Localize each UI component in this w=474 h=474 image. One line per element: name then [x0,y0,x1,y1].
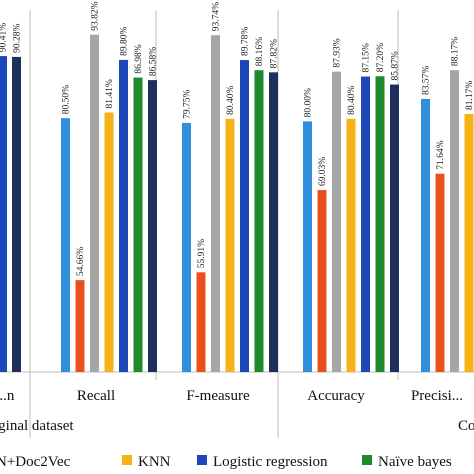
data-labels-layer: 90.41% 90.28% 80.50% 54.66% 93.82% 81.41% 89.8… [0,1,474,276]
bar [435,173,445,372]
data-label: 86.58% [149,47,159,76]
bars-layer [0,34,474,373]
group-label: Co [458,418,474,434]
bar [133,77,143,372]
bar [12,56,21,373]
legend-label: KNN [138,454,171,470]
bar [182,122,191,373]
data-label: 80.50% [62,85,72,114]
data-label: 85.87% [391,51,401,80]
bar [148,80,157,372]
bar [361,76,370,372]
data-label: 81.41% [105,79,115,108]
bar [421,98,430,372]
bar [61,118,70,372]
bar [269,72,278,372]
legend-swatch [197,455,207,465]
legend-label: Naïve bayes [378,454,452,470]
group-label: iginal dataset [0,418,74,434]
data-label: 86.98% [134,44,144,73]
data-label: 89.80% [120,27,130,56]
data-label: 89.78% [241,27,251,56]
data-label: 69.03% [318,157,328,186]
data-label: 93.82% [91,1,101,30]
category-label: Recall [77,388,115,404]
bar [390,84,399,372]
bar [450,70,459,372]
bar [332,71,341,372]
legend-label: N+Doc2Vec [0,454,71,470]
legend-swatch [122,455,132,465]
bar [211,35,220,372]
category-label: ...n [0,388,15,404]
legend-label: Logistic regression [213,454,328,470]
data-label: 87.93% [333,38,343,67]
category-label: F-measure [186,388,250,404]
bar [90,34,99,373]
data-label: 87.20% [376,43,386,72]
data-label: 88.16% [255,37,265,66]
bar [196,272,206,372]
bar [464,114,474,372]
category-label: Precisi... [411,388,463,404]
chart-frame [0,10,474,438]
data-label: 79.75% [183,90,193,119]
bar [225,118,235,373]
bar [317,190,327,372]
data-label: 71.64% [436,140,446,169]
bar [346,118,356,373]
data-label: 80.40% [226,85,236,114]
category-label: Accuracy [307,388,365,404]
data-label: 55.91% [197,239,207,268]
data-label: 88.17% [451,37,461,66]
data-label: 80.40% [347,85,357,114]
data-label: 83.57% [422,66,432,95]
bar [375,76,385,373]
bar [75,280,85,372]
category-labels-layer: ...n Recall F-measure Accuracy Precisi... igi… [0,388,474,434]
data-label: 90.41% [0,23,9,52]
data-label: 90.28% [13,24,23,53]
data-label: 54.66% [76,247,86,276]
legend-swatch [362,455,372,465]
data-label: 87.15% [362,43,372,72]
bar [0,56,7,373]
bar [104,112,114,373]
data-label: 81.17% [465,81,474,110]
data-label: 87.82% [270,39,280,68]
bar [240,60,249,372]
data-label: 93.74% [212,2,222,31]
bar [119,59,128,373]
bar [254,70,264,373]
data-label: 80.00% [304,88,314,117]
bar [303,121,312,372]
legend: N+Doc2Vec KNN Logistic regression Naïve bay… [0,454,452,470]
